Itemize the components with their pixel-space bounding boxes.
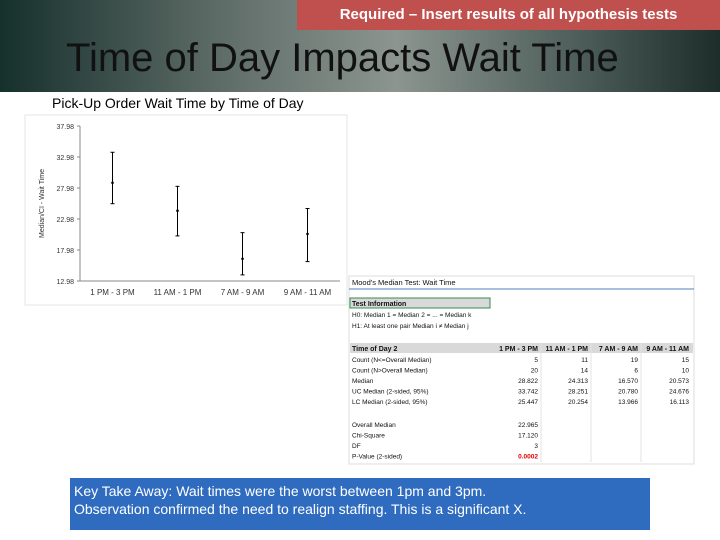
stat-label: P-Value (2-sided) [352,454,402,461]
table-cell: 19 [631,357,639,364]
column-header: 7 AM - 9 AM [599,346,638,353]
row-label: LC Median (2-sided, 95%) [352,399,428,406]
table-cell: 25.447 [518,399,538,406]
table-cell: 28.251 [568,389,588,396]
takeaway-box: Key Take Away: Wait times were the worst… [70,478,650,530]
table-section: Test Information [352,301,406,308]
table-cell: 20 [531,368,539,375]
table-cell: 11 [581,357,588,364]
x-tick-label: 1 PM - 3 PM [90,288,135,297]
table-cell: 28.822 [518,378,538,385]
stat-value: 3 [534,443,538,450]
median-point [111,181,114,185]
y-tick-label: 32.98 [56,155,74,162]
table-cell: 13.966 [618,399,638,406]
column-header: 1 PM - 3 PM [499,346,538,353]
table-cell: 16.113 [670,399,690,406]
row-label: Count (N>Overall Median) [352,368,428,375]
stat-label: Overall Median [352,422,396,429]
row-header: Time of Day 2 [352,346,397,353]
chart-frame [24,114,348,306]
slide-title: Time of Day Impacts Wait Time [66,36,619,80]
column-header: 9 AM - 11 AM [646,346,689,353]
table-cell: 14 [581,368,589,375]
table-cell: 16.570 [618,378,638,385]
median-point [176,209,179,213]
table-cell: 24.676 [669,389,689,396]
table-cell: 20.780 [618,389,638,396]
y-tick-label: 22.98 [56,217,74,224]
banner: Required – Insert results of all hypothe… [297,0,720,30]
hypothesis: H1: At least one pair Median i ≠ Median … [352,323,469,330]
median-point [241,257,244,261]
column-header: 11 AM - 1 PM [545,346,588,353]
y-tick-label: 12.98 [56,279,74,286]
y-tick-label: 27.98 [56,186,74,193]
table-cell: 10 [682,368,690,375]
table-cell: 20.254 [568,399,588,406]
x-tick-label: 7 AM - 9 AM [221,288,265,297]
y-tick-label: 17.98 [56,248,74,255]
y-tick-label: 37.98 [56,124,74,131]
stat-label: Chi-Square [352,433,385,440]
chart-title: Pick-Up Order Wait Time by Time of Day [52,95,304,111]
table-cell: 20.573 [669,378,689,385]
hypothesis: H0: Median 1 = Median 2 = ... = Median k [352,312,472,319]
y-axis-label: Median/CI - Wait Time [39,169,46,238]
table-cell: 24.313 [568,378,588,385]
table-cell: 15 [682,357,690,364]
row-label: Count (N<=Overall Median) [352,357,431,364]
table-cell: 6 [634,368,638,375]
stat-value: 0.0002 [518,454,538,461]
stat-label: DF [352,443,361,450]
row-label: UC Median (2-sided, 95%) [352,389,429,396]
section-bg [349,297,491,309]
table-cell: 33.742 [518,389,538,396]
stat-value: 17.120 [518,433,538,440]
table-cell: 5 [534,357,538,364]
stat-value: 22.965 [518,422,538,429]
median-point [306,232,309,236]
x-tick-label: 11 AM - 1 PM [154,288,202,297]
header-bg [350,343,693,353]
row-label: Median [352,378,374,385]
takeaway-line: Key Take Away: Wait times were the worst… [74,483,487,499]
takeaway-line: Observation confirmed the need to realig… [74,501,527,517]
table-title: Mood's Median Test: Wait Time [352,278,456,287]
x-tick-label: 9 AM - 11 AM [284,288,332,297]
